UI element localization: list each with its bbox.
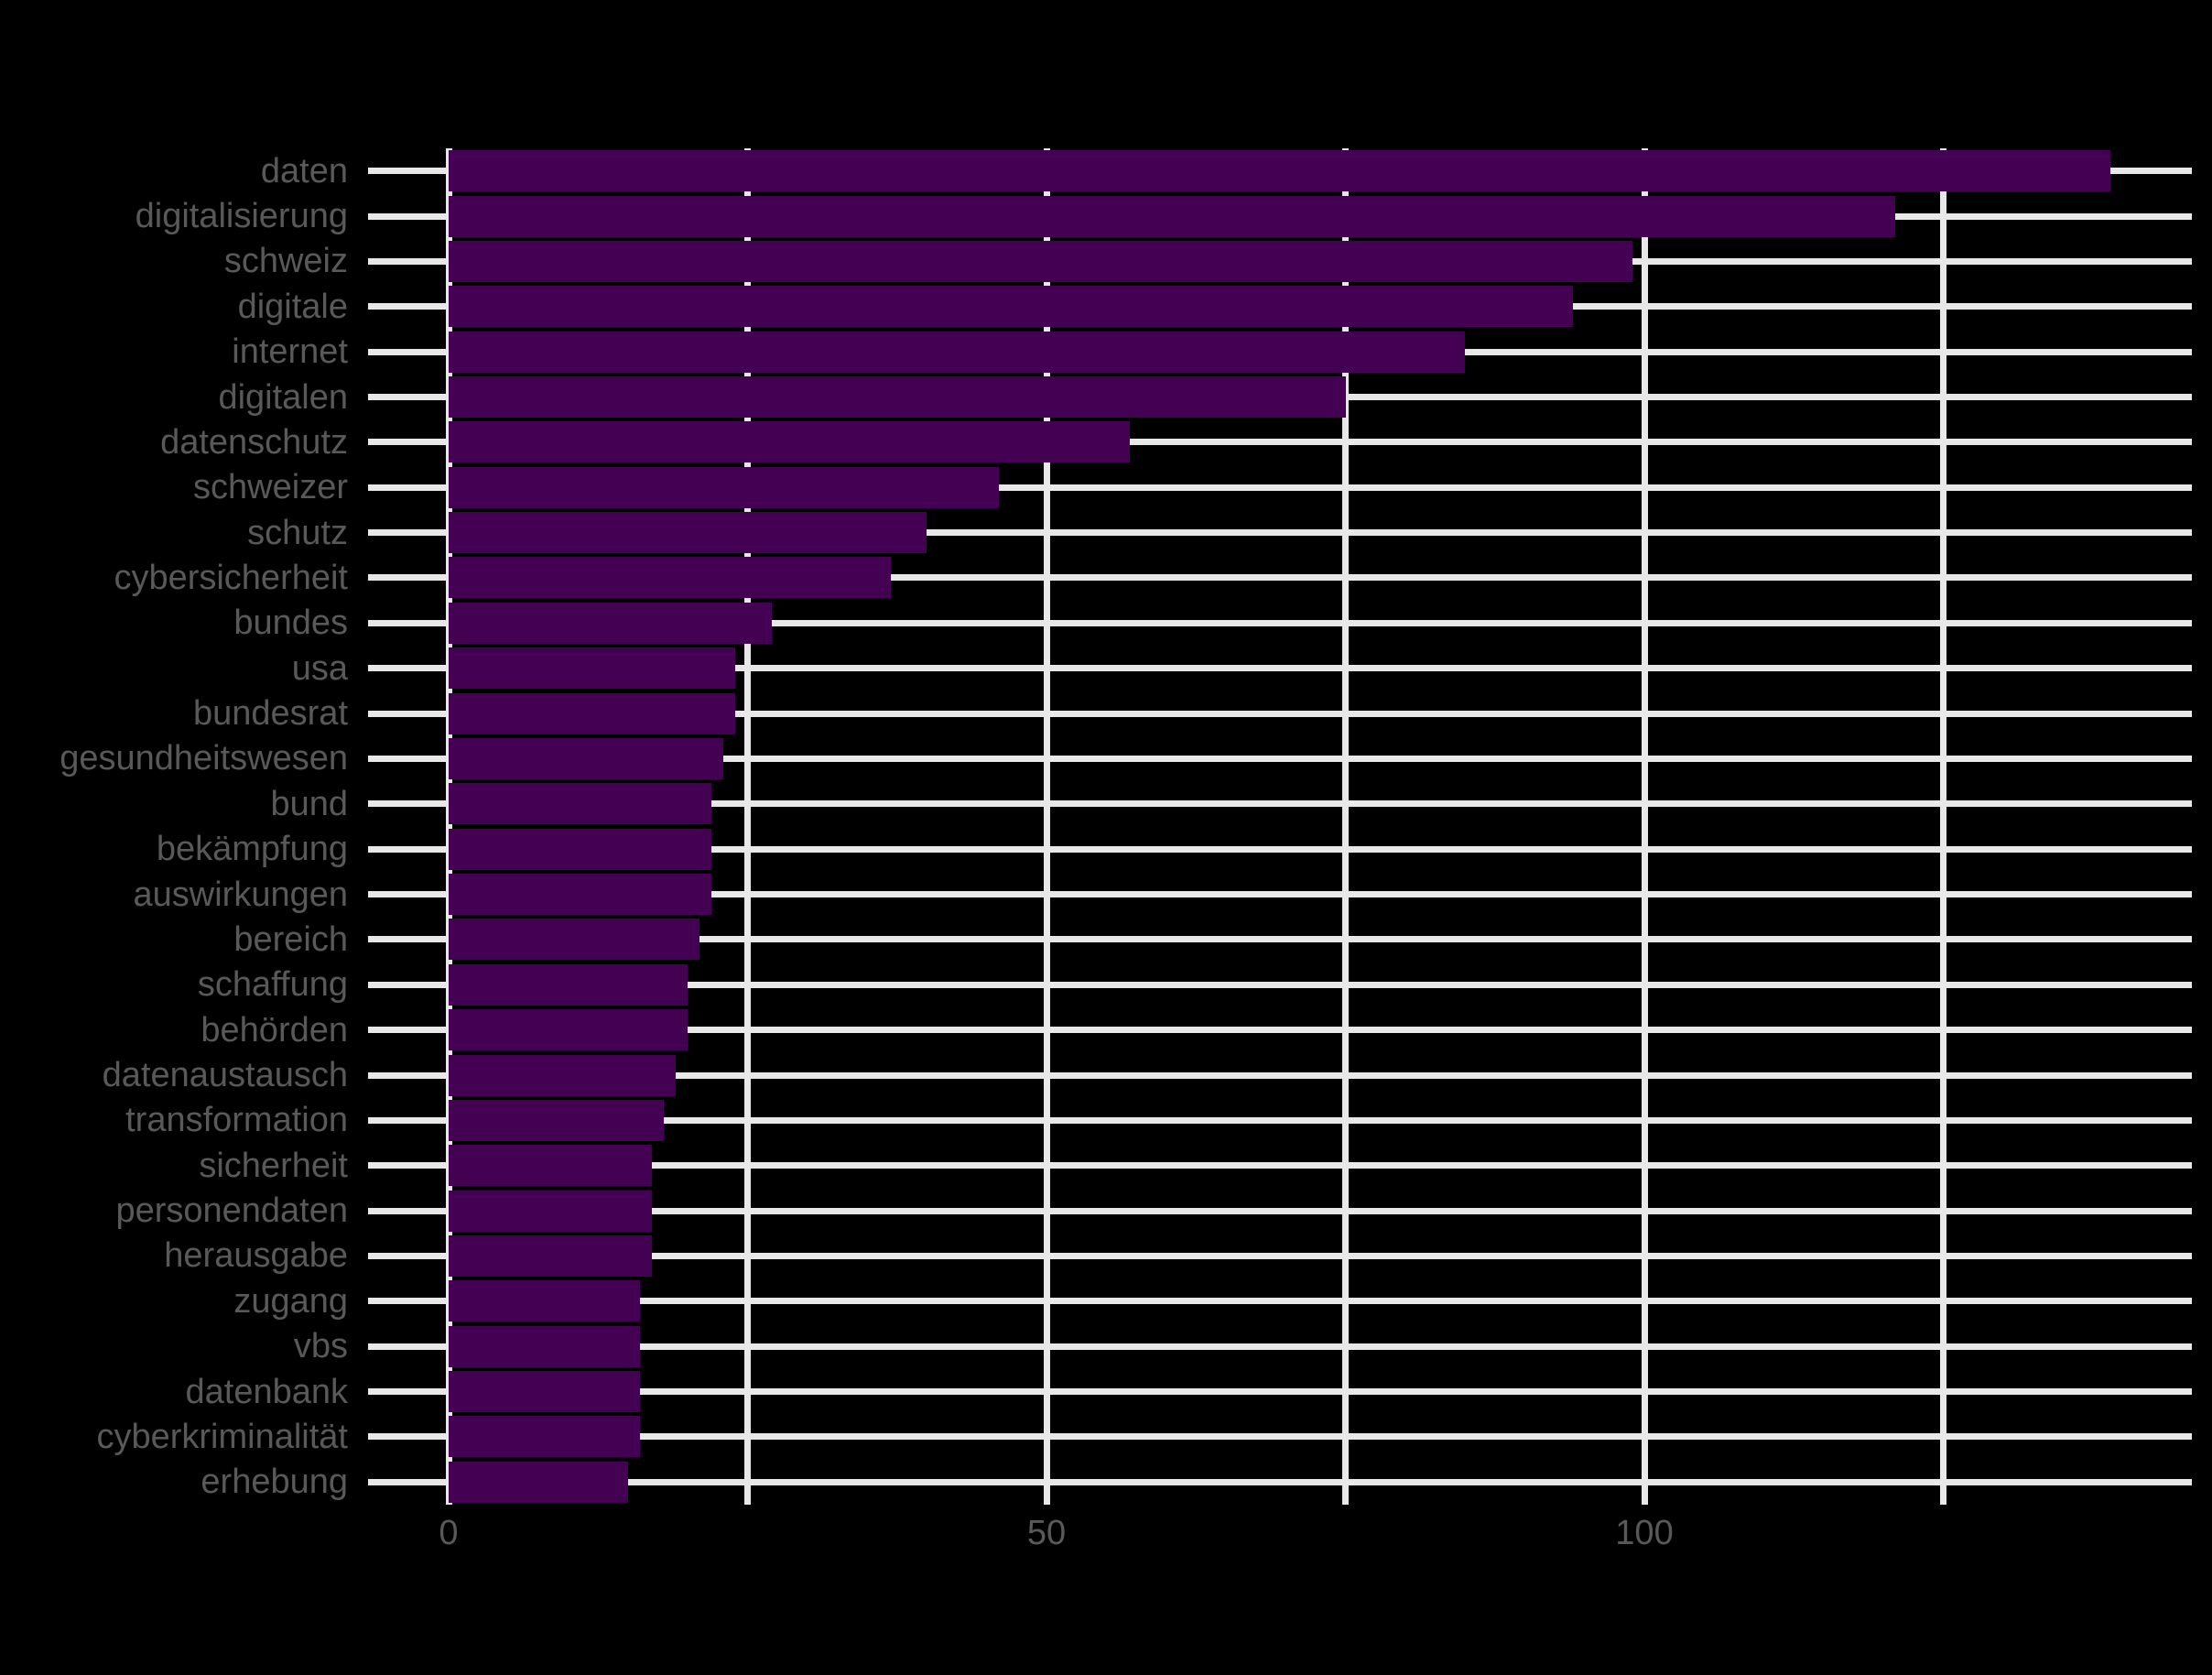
y-gridline <box>368 439 2192 446</box>
bar <box>449 1371 640 1413</box>
bar <box>449 1099 665 1141</box>
bar <box>449 376 1346 419</box>
x-gridline <box>1940 148 1946 1505</box>
x-gridline <box>1043 148 1050 1505</box>
x-gridline <box>445 148 452 1505</box>
y-gridline <box>368 755 2192 762</box>
y-gridline <box>368 1478 2192 1485</box>
y-axis-label: schweiz <box>223 242 348 281</box>
y-gridline <box>368 529 2192 537</box>
bar <box>449 1416 640 1458</box>
bar <box>449 1461 628 1503</box>
bar <box>449 874 712 916</box>
y-axis-label: internet <box>232 332 348 372</box>
y-gridline <box>368 484 2192 491</box>
bar <box>449 602 772 644</box>
y-axis-label: daten <box>260 151 348 190</box>
y-gridline <box>368 1343 2192 1350</box>
y-axis-label: gesundheitswesen <box>60 739 348 778</box>
y-axis-label: bund <box>270 784 348 823</box>
y-axis-label: digitalen <box>218 377 348 417</box>
y-axis-label: schweizer <box>193 468 348 507</box>
y-gridline <box>368 981 2192 988</box>
bar <box>449 150 2111 192</box>
bar <box>449 512 927 554</box>
y-axis-label: herausgabe <box>164 1236 348 1276</box>
x-gridline <box>1342 148 1349 1505</box>
bar <box>449 421 1131 463</box>
x-tick-label: 100 <box>1615 1514 1674 1552</box>
y-gridline <box>368 1207 2192 1214</box>
y-gridline <box>368 891 2192 898</box>
y-axis-label: sicherheit <box>199 1146 348 1185</box>
y-gridline <box>368 1162 2192 1169</box>
bar <box>449 783 712 825</box>
bar <box>449 1009 689 1051</box>
y-axis-label: transformation <box>125 1101 348 1140</box>
y-axis-label: bekämpfung <box>156 830 348 869</box>
y-gridline <box>368 1116 2192 1124</box>
bar <box>449 919 700 961</box>
y-axis-label: erhebung <box>201 1463 348 1502</box>
y-axis-label: datenaustausch <box>102 1056 348 1095</box>
y-axis-label: bundes <box>233 604 348 643</box>
y-axis-label: datenbank <box>185 1372 349 1411</box>
y-axis-label: bundesrat <box>192 694 348 734</box>
bar <box>449 828 712 870</box>
y-gridline <box>368 936 2192 943</box>
y-gridline <box>368 1252 2192 1259</box>
bar <box>449 737 724 779</box>
y-axis-label: personendaten <box>115 1191 348 1231</box>
y-gridline <box>368 619 2192 626</box>
x-tick-label: 50 <box>1026 1514 1067 1552</box>
bar <box>449 240 1632 282</box>
y-axis-label: digitale <box>237 287 348 326</box>
bar <box>449 963 689 1006</box>
y-axis-label: bereich <box>233 919 348 959</box>
y-axis-label: schaffung <box>197 965 348 1005</box>
x-tick-label: 0 <box>439 1514 459 1552</box>
bar <box>449 286 1573 328</box>
y-gridline <box>368 845 2192 853</box>
y-gridline <box>368 1071 2192 1079</box>
y-axis-label: digitalisierung <box>135 197 348 236</box>
y-axis-label: behörden <box>201 1010 348 1050</box>
bar <box>449 1325 640 1367</box>
bar <box>449 331 1466 373</box>
y-gridline <box>368 710 2192 717</box>
bar <box>449 1234 653 1277</box>
y-gridline <box>368 1298 2192 1305</box>
y-axis-label: cybersicherheit <box>114 558 348 597</box>
bar <box>449 1145 653 1187</box>
bar <box>449 692 736 734</box>
y-axis: daten digitalisierung schweiz digitale inter… <box>0 148 348 1505</box>
y-gridline <box>368 574 2192 582</box>
y-axis-label: zugang <box>233 1281 348 1321</box>
bar <box>449 1190 653 1232</box>
y-gridline <box>368 1027 2192 1034</box>
y-axis-label: vbs <box>293 1327 348 1366</box>
bar <box>449 195 1896 237</box>
x-gridline <box>744 148 751 1505</box>
y-axis-label: auswirkungen <box>133 875 348 914</box>
y-gridline <box>368 665 2192 672</box>
y-axis-label: schutz <box>247 513 348 552</box>
y-gridline <box>368 1388 2192 1396</box>
plot-panel <box>368 148 2192 1505</box>
bar <box>449 557 892 599</box>
y-axis-label: datenschutz <box>160 422 348 462</box>
y-gridline <box>368 800 2192 808</box>
x-gridline <box>1641 148 1648 1505</box>
bar <box>449 1280 640 1322</box>
y-gridline <box>368 1433 2192 1441</box>
bar <box>449 647 736 690</box>
y-axis-label: cyberkriminalität <box>96 1417 348 1456</box>
bar <box>449 466 999 508</box>
y-axis-label: usa <box>291 648 348 688</box>
bar <box>449 1054 677 1096</box>
